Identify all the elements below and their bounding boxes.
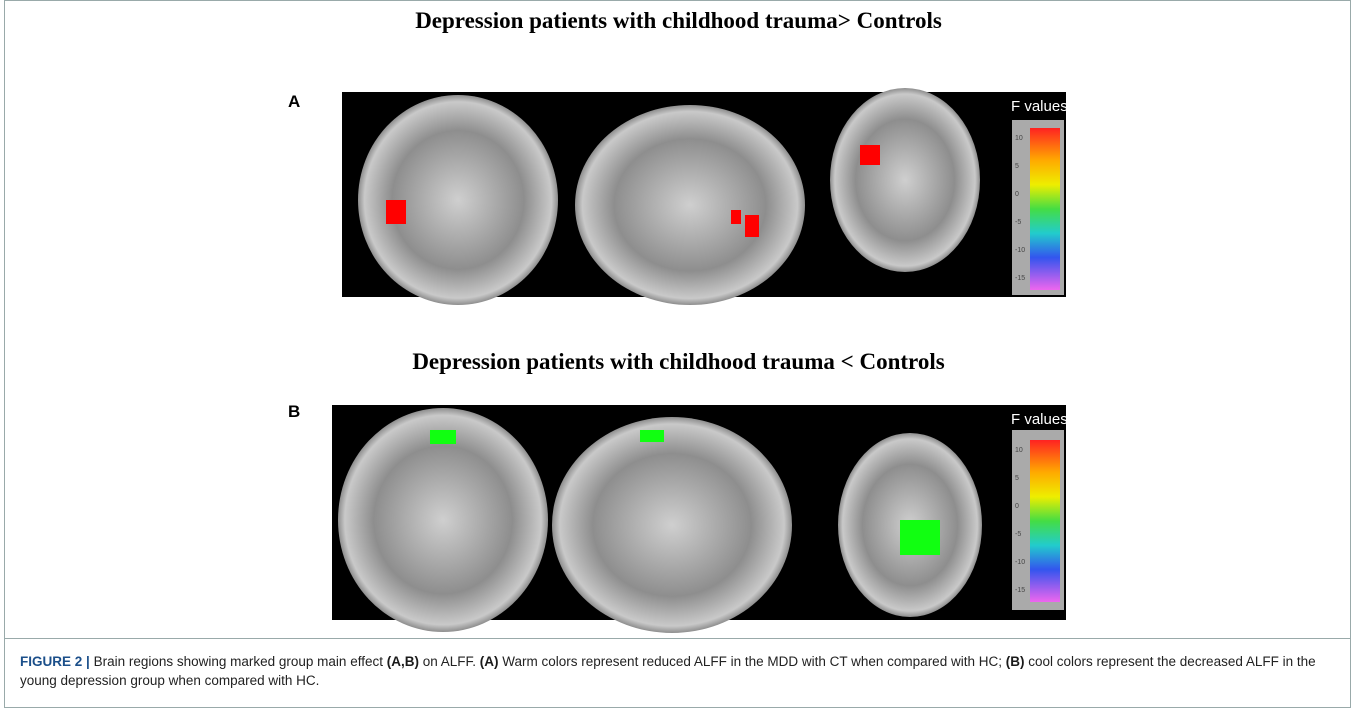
activation-blob	[386, 200, 406, 224]
colorbar-tick-label: -10	[1015, 559, 1025, 566]
colorbar-tick-label: -10	[1015, 247, 1025, 254]
colorbar-tick-label: 10	[1015, 135, 1023, 142]
colorbar-tick-label: -5	[1015, 219, 1021, 226]
colorbar-tick-label: -5	[1015, 531, 1021, 538]
caption-label: FIGURE 2 |	[20, 654, 90, 669]
brain-images: F values 10 5 0 -5 -10 -15 F values 10 5 0 -5 -10 -15	[0, 0, 1357, 712]
caption-text: on ALFF.	[419, 654, 480, 669]
colorbar-title: F values	[1011, 411, 1068, 428]
caption: FIGURE 2 | Brain regions showing marked …	[20, 652, 1330, 690]
caption-text: Warm colors represent reduced ALFF in th…	[499, 654, 1006, 669]
colorbar-title: F values	[1011, 98, 1068, 115]
caption-text: Brain regions showing marked group main …	[94, 654, 387, 669]
caption-text: (A)	[480, 654, 499, 669]
activation-blob	[430, 430, 456, 444]
activation-blob	[860, 145, 880, 165]
separator	[4, 638, 1351, 639]
colorbar-tick-label: 5	[1015, 163, 1019, 170]
brain-sagittal	[552, 417, 792, 633]
activation-blob	[900, 520, 940, 555]
brain-sagittal	[575, 105, 805, 305]
colorbar	[1030, 440, 1060, 602]
activation-blob	[731, 210, 741, 224]
colorbar-tick-label: 0	[1015, 191, 1019, 198]
colorbar-tick-label: -15	[1015, 587, 1025, 594]
activation-blob	[640, 430, 664, 442]
colorbar-tick-label: 10	[1015, 447, 1023, 454]
brain-axial	[830, 88, 980, 272]
colorbar-tick-label: 5	[1015, 475, 1019, 482]
colorbar	[1030, 128, 1060, 290]
caption-text: (A,B)	[387, 654, 419, 669]
activation-blob	[745, 215, 759, 237]
colorbar-tick-label: -15	[1015, 275, 1025, 282]
colorbar-tick-label: 0	[1015, 503, 1019, 510]
page: Depression patients with childhood traum…	[0, 0, 1357, 712]
caption-text: (B)	[1006, 654, 1025, 669]
